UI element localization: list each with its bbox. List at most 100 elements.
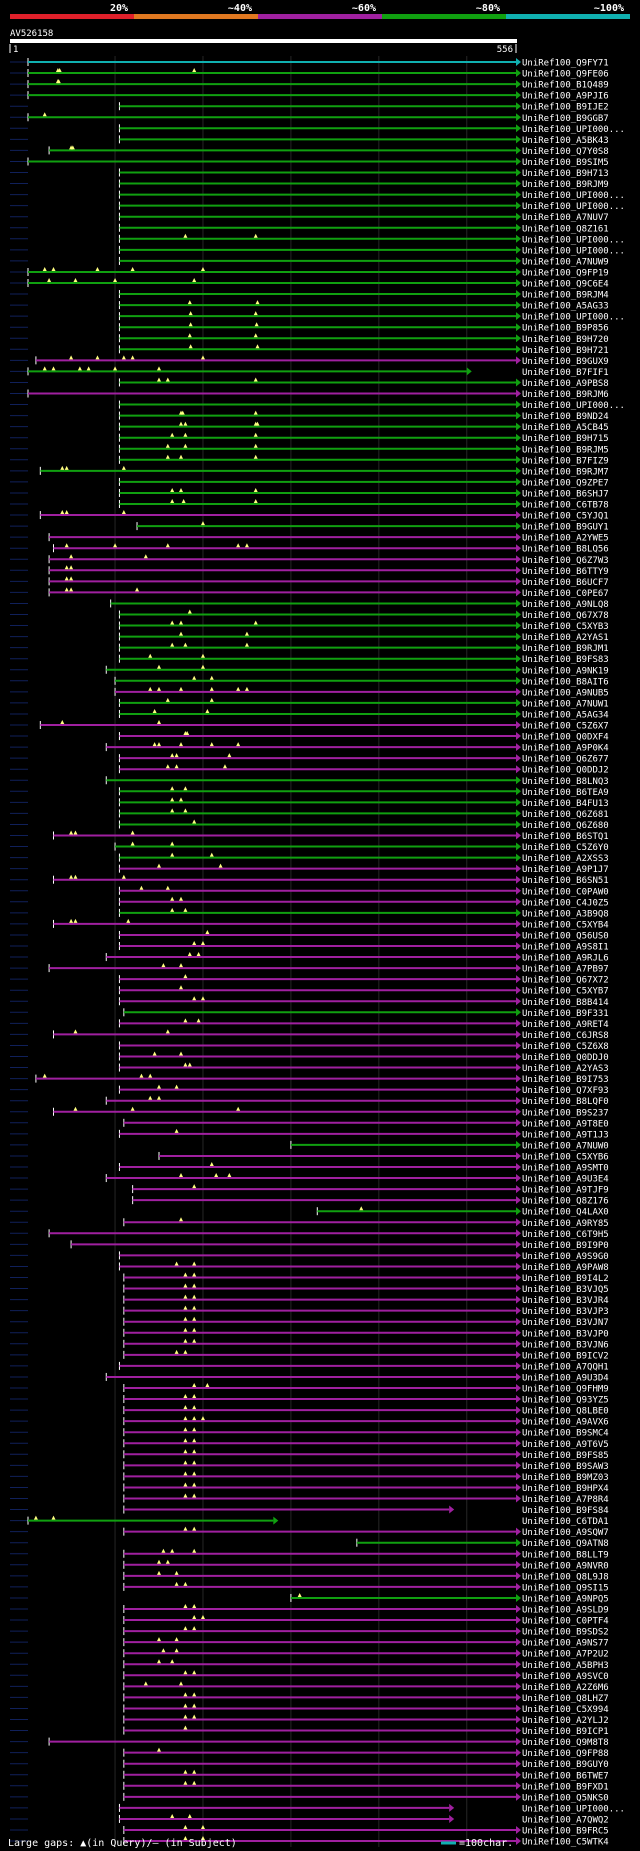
hit-row[interactable]: UniRef100_Q0DXF4 [10,731,609,743]
hit-row[interactable]: UniRef100_B9FS83 [10,653,609,666]
hit-label[interactable]: UniRef100_A7QQH1 [522,1362,609,1372]
hit-row[interactable]: UniRef100_B4FU13 [10,797,609,809]
hit-label[interactable]: UniRef100_Q9ZPE7 [522,478,609,488]
hit-label[interactable]: UniRef100_A7NUW0 [522,1141,609,1151]
hit-row[interactable]: UniRef100_B6SN51 [10,874,609,887]
hit-row[interactable]: UniRef100_B9FXD1 [10,1780,609,1793]
hit-label[interactable]: UniRef100_A9NVR0 [522,1561,609,1571]
hit-row[interactable]: UniRef100_B7FIF1 [10,366,609,378]
hit-label[interactable]: UniRef100_C0PE67 [522,589,609,599]
hit-row[interactable]: UniRef100_B8LNQ3 [10,776,609,787]
hit-label[interactable]: UniRef100_B3VJN7 [522,1318,609,1328]
hit-label[interactable]: UniRef100_C0PTF4 [522,1617,609,1627]
hit-row[interactable]: UniRef100_Q9FP19 [10,266,609,279]
hit-label[interactable]: UniRef100_B7FIZ9 [522,456,609,466]
hit-row[interactable]: UniRef100_A7QWQ2 [10,1813,609,1826]
hit-row[interactable]: UniRef100_B9I9P0 [10,1240,609,1251]
hit-row[interactable]: UniRef100_B3VJR4 [10,1294,609,1307]
hit-row[interactable]: UniRef100_B9SIM5 [10,157,609,168]
hit-label[interactable]: UniRef100_B6TWE7 [522,1771,609,1781]
hit-label[interactable]: UniRef100_B1Q489 [522,81,609,91]
hit-label[interactable]: UniRef100_C5Z6X7 [522,722,609,732]
hit-label[interactable]: UniRef100_B8B414 [522,998,609,1008]
hit-row[interactable]: UniRef100_B8AIT6 [10,675,609,688]
hit-label[interactable]: UniRef100_C5X994 [522,1705,609,1715]
hit-row[interactable]: UniRef100_A9NK19 [10,664,609,677]
hit-label[interactable]: UniRef100_B9I9P0 [522,1241,609,1251]
hit-row[interactable]: UniRef100_A9NPQ5 [10,1592,609,1605]
hit-row[interactable]: UniRef100_A5CB45 [10,421,609,434]
hit-row[interactable]: UniRef100_A9PJI6 [10,91,609,102]
hit-row[interactable]: UniRef100_C6JRS8 [10,1029,609,1041]
hit-row[interactable]: UniRef100_C5WTK4 [10,1836,609,1848]
hit-label[interactable]: UniRef100_B9SAW3 [522,1462,609,1472]
hit-row[interactable]: UniRef100_Q6Z681 [10,808,609,820]
hit-label[interactable]: UniRef100_B9S237 [522,1108,609,1118]
hit-row[interactable]: UniRef100_A2XSS3 [10,852,609,865]
hit-label[interactable]: UniRef100_B9FS84 [522,1506,609,1516]
hit-label[interactable]: UniRef100_A9SLD9 [522,1606,609,1616]
hit-label[interactable]: UniRef100_A2YWE5 [522,534,609,544]
hit-label[interactable]: UniRef100_A2Z6M6 [522,1683,609,1693]
hit-row[interactable]: UniRef100_B9MZ03 [10,1471,609,1483]
hit-label[interactable]: UniRef100_C0PAW0 [522,887,609,897]
hit-row[interactable]: UniRef100_B9P856 [10,322,609,334]
hit-label[interactable]: UniRef100_C5WTK4 [522,1838,609,1848]
hit-row[interactable]: UniRef100_UPI000... [10,124,625,135]
hit-label[interactable]: UniRef100_B9GUY0 [522,1760,609,1770]
hit-label[interactable]: UniRef100_A9S9G0 [522,1252,609,1262]
hit-row[interactable]: UniRef100_C5XYB3 [10,620,609,633]
hit-label[interactable]: UniRef100_Q8Z176 [522,1197,609,1207]
hit-label[interactable]: UniRef100_B9HPX4 [522,1484,609,1494]
hit-label[interactable]: UniRef100_Q9SI15 [522,1583,609,1593]
hit-row[interactable]: UniRef100_Q9C6E4 [10,278,609,290]
hit-row[interactable]: UniRef100_A7NUW0 [10,1140,609,1152]
hit-row[interactable]: UniRef100_C5X994 [10,1703,609,1715]
hit-label[interactable]: UniRef100_B9I4L2 [522,1274,609,1284]
hit-label[interactable]: UniRef100_C6TDA1 [522,1517,609,1527]
hit-label[interactable]: UniRef100_Q56US0 [522,931,609,941]
hit-label[interactable]: UniRef100_A2YAS3 [522,1064,609,1074]
hit-row[interactable]: UniRef100_C0PAW0 [10,885,609,898]
hit-label[interactable]: UniRef100_Q9FP19 [522,268,609,278]
hit-row[interactable]: UniRef100_Q8Z161 [10,223,609,235]
hit-row[interactable]: UniRef100_B9FS85 [10,1449,609,1461]
hit-label[interactable]: UniRef100_Q8Z161 [522,224,609,234]
hit-label[interactable]: UniRef100_A7NUW9 [522,257,609,267]
hit-row[interactable]: UniRef100_Q9FE06 [10,68,609,80]
hit-row[interactable]: UniRef100_A5BK43 [10,135,609,146]
hit-label[interactable]: UniRef100_B9SIM5 [522,158,609,168]
hit-label[interactable]: UniRef100_B6TTY9 [522,567,609,577]
hit-label[interactable]: UniRef100_C5Z6Y0 [522,843,609,853]
hit-row[interactable]: UniRef100_UPI000... [10,190,625,202]
hit-row[interactable]: UniRef100_B9ICV2 [10,1349,609,1362]
hit-label[interactable]: UniRef100_B8LQ56 [522,545,609,555]
hit-label[interactable]: UniRef100_B9IJE2 [522,103,609,113]
hit-row[interactable]: UniRef100_C5XYB7 [10,985,609,997]
hit-row[interactable]: UniRef100_A2YAS1 [10,631,609,644]
hit-row[interactable]: UniRef100_C5XYB6 [10,1151,609,1163]
hit-label[interactable]: UniRef100_Q6Z7W3 [522,556,609,566]
hit-row[interactable]: UniRef100_A9U3E4 [10,1173,609,1185]
hit-label[interactable]: UniRef100_UPI000... [522,235,625,245]
hit-row[interactable]: UniRef100_Q8LHZ7 [10,1692,609,1704]
hit-row[interactable]: UniRef100_B9FS84 [10,1505,609,1517]
hit-row[interactable]: UniRef100_B9ICP1 [10,1725,609,1738]
hit-label[interactable]: UniRef100_UPI000... [522,313,625,323]
hit-row[interactable]: UniRef100_B3VJN6 [10,1338,609,1351]
hit-row[interactable]: UniRef100_Q6Z677 [10,753,609,765]
hit-row[interactable]: UniRef100_A7P8R4 [10,1493,609,1506]
hit-row[interactable]: UniRef100_A9NLQ8 [10,599,609,610]
hit-row[interactable]: UniRef100_Q9ZPE7 [10,477,609,489]
hit-row[interactable]: UniRef100_B9I4L2 [10,1272,609,1285]
hit-row[interactable]: UniRef100_B6TTY9 [10,565,609,577]
hit-row[interactable]: UniRef100_A5AG33 [10,300,609,312]
hit-row[interactable]: UniRef100_B8LLT9 [10,1548,609,1561]
hit-label[interactable]: UniRef100_B8LNQ3 [522,777,609,787]
hit-row[interactable]: UniRef100_B9RJM9 [10,179,609,191]
hit-label[interactable]: UniRef100_A5BK43 [522,136,609,146]
hit-label[interactable]: UniRef100_B3VJQ5 [522,1285,609,1295]
hit-row[interactable]: UniRef100_A9RY85 [10,1217,609,1229]
hit-label[interactable]: UniRef100_UPI000... [522,1804,625,1814]
hit-label[interactable]: UniRef100_A9SQW7 [522,1528,609,1538]
